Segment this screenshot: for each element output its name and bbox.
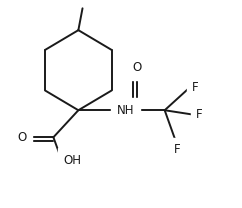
Text: O: O [17,131,26,144]
Text: O: O [132,61,141,74]
Text: F: F [196,108,203,121]
Text: F: F [192,81,199,94]
Text: F: F [174,143,180,156]
Text: NH: NH [117,104,134,117]
Text: OH: OH [63,154,81,167]
